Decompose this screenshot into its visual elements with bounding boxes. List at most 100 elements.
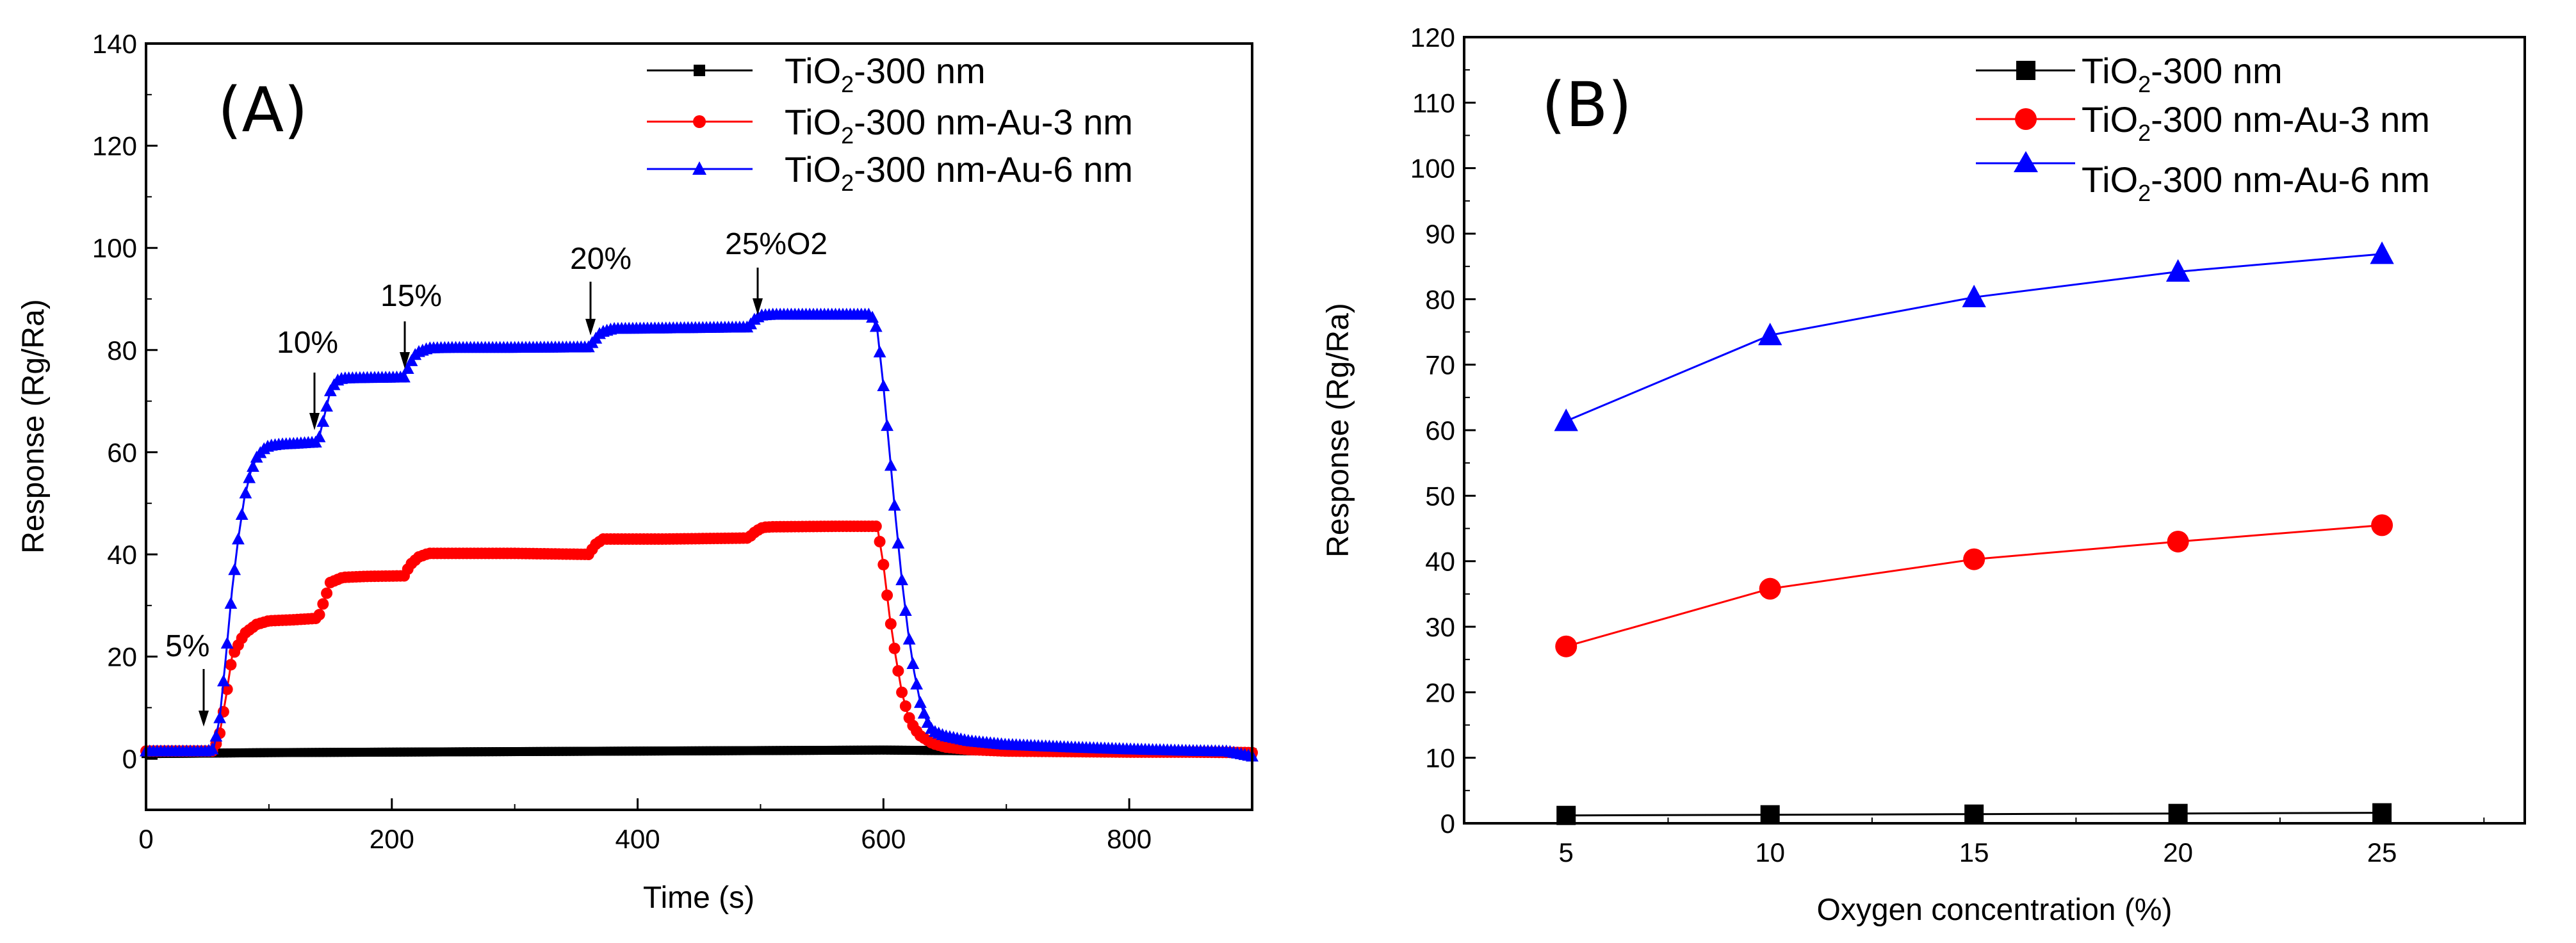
panel-b-ticks: 5 10 15 20 25 0 10 20 30 40 50 60 70 80 90 100 110 120 bbox=[1410, 22, 2485, 867]
panel-b-y-tick-label: 70 bbox=[1425, 350, 1455, 380]
panel-a-series-3-point bbox=[910, 677, 924, 689]
panel-a-series-3-point bbox=[224, 597, 238, 609]
panel-a-series-3-point bbox=[866, 310, 879, 323]
panel-b-x-axis-title: Oxygen concentration (%) bbox=[1817, 893, 2172, 927]
panel-a-x-tick-label: 200 bbox=[370, 824, 414, 854]
annotation-15-percent-arrowhead bbox=[400, 352, 410, 369]
panel-a-legend-marker-1 bbox=[694, 65, 705, 76]
panel-a-series-3-point bbox=[899, 604, 912, 617]
annotation-15-percent: 15% bbox=[380, 279, 442, 313]
panel-a-series-3-point bbox=[892, 536, 905, 549]
panel-a-series-2-point bbox=[884, 618, 897, 630]
panel-a-series-3-point bbox=[902, 633, 916, 645]
panel-b-series-2-point bbox=[2167, 530, 2189, 552]
panel-a-series-3-point bbox=[869, 319, 883, 332]
panel-a-series-2-point bbox=[313, 609, 325, 621]
panel-a-series-2-point bbox=[874, 536, 886, 548]
annotation-10-percent: 10% bbox=[277, 326, 338, 360]
panel-b-x-tick-label: 25 bbox=[2367, 837, 2397, 867]
panel-a-y-tick-label: 100 bbox=[92, 233, 137, 263]
panel-b-series-3-point bbox=[1554, 408, 1578, 431]
panel-a-chart: 0 200 400 600 800 0 20 40 60 80 100 120 140 (A) Time… bbox=[17, 29, 1259, 915]
panel-b-legend-marker-2 bbox=[2015, 108, 2037, 130]
panel-b-series-2-markers bbox=[1555, 514, 2393, 657]
panel-a-series-3-point bbox=[873, 345, 886, 358]
panel-b-legend-marker-1 bbox=[2016, 61, 2035, 80]
panel-a-series-3-point bbox=[881, 419, 893, 431]
panel-b-y-tick-label: 90 bbox=[1425, 219, 1455, 249]
panel-a-legend-label-2: TiO2-300 nm-Au-3 nm bbox=[785, 102, 1133, 149]
panel-a-series-3-point bbox=[401, 362, 414, 374]
panel-b-series-2-line bbox=[1565, 524, 2383, 648]
panel-a-series-3-point bbox=[209, 729, 223, 742]
panel-a-y-tick-label: 80 bbox=[107, 335, 137, 366]
panel-b-legend-label-3: TiO2-300 nm-Au-6 nm bbox=[2082, 159, 2430, 206]
panel-b-plot-area bbox=[1554, 241, 2394, 825]
annotation-5-percent: 5% bbox=[165, 629, 209, 663]
panel-a-legend-label-3: TiO2-300 nm-Au-6 nm bbox=[785, 149, 1133, 196]
annotation-20-percent-arrowhead bbox=[585, 319, 596, 335]
panel-a-series-3-point bbox=[232, 532, 245, 545]
panel-a-series-3-point bbox=[213, 711, 227, 723]
panel-a-x-axis-title: Time (s) bbox=[643, 881, 754, 915]
panel-b-frame bbox=[1463, 36, 2526, 825]
panel-a-series-3-point bbox=[906, 657, 920, 670]
panel-a-frame bbox=[145, 42, 1253, 811]
panel-a-legend-marker-3 bbox=[692, 161, 706, 175]
panel-b-y-tick-label: 40 bbox=[1425, 547, 1455, 577]
panel-a-series-2-point bbox=[877, 558, 890, 570]
panel-a-series-3-point bbox=[895, 573, 909, 586]
panel-a-legend-marker-2 bbox=[693, 115, 706, 128]
panel-a-ticks: 0 200 400 600 800 0 20 40 60 80 100 120 140 bbox=[92, 29, 1253, 854]
panel-a-y-tick-label: 60 bbox=[107, 437, 137, 467]
panel-a-x-tick-label: 400 bbox=[615, 824, 660, 854]
panel-b-y-axis-title: Response (Rg/Ra) bbox=[1321, 303, 1355, 558]
panel-a-label: (A) bbox=[218, 74, 308, 146]
panel-a-series-3-point bbox=[316, 415, 330, 427]
panel-a-series-3-point bbox=[228, 563, 241, 576]
panel-a-series-2-point bbox=[896, 686, 908, 698]
panel-a-series-2-point bbox=[317, 598, 329, 610]
panel-a-series-3-point bbox=[398, 370, 411, 383]
panel-a-series-3-point bbox=[320, 399, 333, 412]
panel-a-y-tick-label: 140 bbox=[92, 29, 137, 59]
annotation-25-percent-arrowhead bbox=[753, 298, 763, 315]
panel-b-y-tick-label: 80 bbox=[1425, 284, 1455, 314]
panel-b-y-tick-label: 100 bbox=[1410, 154, 1455, 184]
panel-a-series-3-point bbox=[206, 742, 219, 755]
panel-a-series-3-point bbox=[235, 508, 249, 520]
panel-b-x-tick-label: 15 bbox=[1959, 837, 1989, 867]
panel-a-series-2-point bbox=[881, 589, 893, 601]
panel-b-x-tick-label: 10 bbox=[1755, 837, 1785, 867]
panel-a-series-3-point bbox=[877, 379, 890, 391]
panel-b-series-2-point bbox=[2371, 514, 2393, 536]
panel-b-x-tick-label: 5 bbox=[1559, 837, 1574, 867]
panel-b-legend: TiO2-300 nm TiO2-300 nm-Au-3 nm TiO2-300… bbox=[1976, 51, 2430, 206]
panel-a-x-tick-label: 0 bbox=[138, 824, 153, 854]
panel-a-series-2-point bbox=[321, 587, 333, 599]
panel-b-y-tick-label: 10 bbox=[1425, 743, 1455, 773]
panel-a-y-tick-label: 20 bbox=[107, 642, 137, 672]
panel-a-series-3-point bbox=[884, 458, 897, 471]
panel-a-x-tick-label: 800 bbox=[1107, 824, 1152, 854]
panel-a-series-2-point bbox=[225, 659, 237, 671]
panel-b-series-3-point bbox=[2165, 259, 2190, 282]
panel-b-series-3-point bbox=[1962, 284, 1986, 307]
panel-a-plot-area bbox=[140, 307, 1259, 762]
panel-a-series-3-point bbox=[243, 471, 256, 483]
panel-b-legend-label-1: TiO2-300 nm bbox=[2082, 51, 2283, 97]
panel-a-series-3-point bbox=[888, 499, 901, 511]
panel-a-y-axis-title: Response (Rg/Ra) bbox=[17, 299, 51, 554]
panel-b-legend-label-2: TiO2-300 nm-Au-3 nm bbox=[2082, 99, 2430, 146]
annotation-25-percent-o2: 25%O2 bbox=[725, 227, 827, 261]
panel-b-series-2-point bbox=[1963, 548, 1985, 570]
panel-a-y-tick-label: 40 bbox=[107, 540, 137, 570]
panel-b-y-tick-label: 30 bbox=[1425, 612, 1455, 642]
panel-a-series-3-point bbox=[220, 636, 234, 649]
panel-b-x-tick-label: 20 bbox=[2163, 837, 2193, 867]
panel-b-y-tick-label: 0 bbox=[1440, 809, 1455, 839]
panel-a-series-2-point bbox=[888, 642, 901, 654]
panel-a-legend: TiO2-300 nm TiO2-300 nm-Au-3 nm TiO2-300… bbox=[647, 51, 1133, 196]
panel-a-series-3-point bbox=[239, 486, 252, 499]
panel-b-y-tick-label: 110 bbox=[1412, 88, 1455, 118]
